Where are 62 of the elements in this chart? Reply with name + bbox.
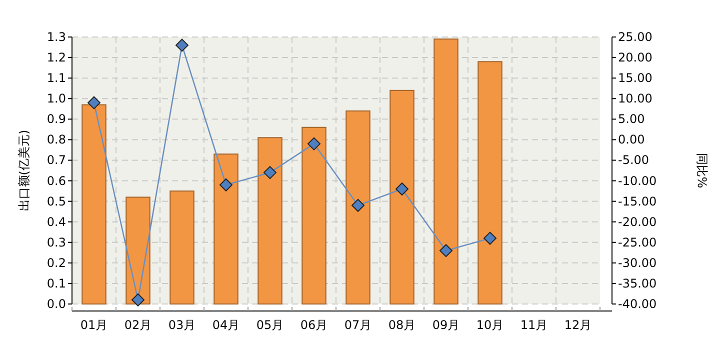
bar bbox=[346, 110, 370, 304]
point bbox=[396, 182, 408, 196]
y-tick-label: 0.0 bbox=[46, 297, 66, 311]
x-tick-label: 05月 bbox=[256, 318, 284, 332]
y2-tick-label: -15.00 bbox=[618, 194, 657, 208]
y-tick-label: 0.6 bbox=[46, 174, 66, 188]
y2-tick-label: -10.00 bbox=[618, 174, 657, 188]
y-tick-label: 1.1 bbox=[46, 71, 66, 86]
x-tick-label: 06月 bbox=[300, 318, 328, 332]
y-tick-label: 0.8 bbox=[46, 132, 66, 147]
bar bbox=[434, 38, 458, 304]
bar bbox=[126, 196, 150, 304]
x-tick-label: 12月 bbox=[564, 318, 592, 332]
point bbox=[308, 137, 320, 150]
y-tick-label: 1.0 bbox=[46, 92, 66, 106]
y-tick-label: 0.4 bbox=[46, 214, 66, 229]
bar bbox=[170, 190, 194, 304]
y2-tick-label: 5.00 bbox=[618, 112, 645, 126]
y2-tick-label: -20.00 bbox=[618, 214, 657, 229]
x-tick-label: 03月 bbox=[168, 318, 196, 332]
y2-tick-label: 10.00 bbox=[618, 92, 652, 106]
x-tick-label: 10月 bbox=[476, 318, 504, 332]
point bbox=[352, 198, 364, 212]
x-tick-label: 02月 bbox=[124, 318, 152, 332]
y-tick-label: 0.9 bbox=[46, 112, 66, 126]
bar bbox=[302, 126, 326, 304]
y2-tick-label: 25.00 bbox=[618, 30, 652, 44]
x-tick-label: 04月 bbox=[212, 318, 240, 332]
y2-axis-title: 同比% bbox=[695, 152, 709, 188]
y-tick-label: 1.3 bbox=[46, 30, 66, 44]
y-tick-label: 0.5 bbox=[46, 194, 66, 208]
bar bbox=[390, 90, 414, 304]
y-axis-title: 出口额(亿美元) bbox=[17, 130, 31, 212]
y2-tick-label: 15.00 bbox=[618, 71, 652, 86]
point bbox=[88, 96, 100, 110]
x-tick-label: 09月 bbox=[432, 318, 460, 332]
y2-tick-label: -30.00 bbox=[618, 256, 657, 270]
y2-tick-label: -5.00 bbox=[618, 153, 650, 168]
y2-tick-label: -35.00 bbox=[618, 276, 657, 290]
x-tick-label: 07月 bbox=[344, 318, 372, 332]
bar bbox=[214, 154, 238, 304]
bar bbox=[478, 61, 502, 304]
point bbox=[440, 244, 452, 258]
y2-tick-label: 0.00 bbox=[618, 132, 645, 147]
point bbox=[176, 38, 188, 52]
point bbox=[484, 232, 496, 245]
y2-tick-label: -40.00 bbox=[618, 297, 657, 311]
bar bbox=[258, 137, 282, 304]
point bbox=[264, 166, 276, 180]
y-tick-label: 0.3 bbox=[46, 235, 66, 250]
point bbox=[220, 178, 232, 192]
x-tick-label: 08月 bbox=[388, 318, 416, 332]
y-tick-label: 1.2 bbox=[46, 50, 66, 65]
y-tick-label: 0.7 bbox=[46, 153, 66, 168]
y-tick-label: 0.1 bbox=[46, 276, 66, 290]
point bbox=[132, 293, 144, 306]
x-tick-label: 11月 bbox=[520, 318, 548, 332]
bar bbox=[82, 104, 106, 304]
y-tick-label: 0.2 bbox=[46, 256, 66, 270]
y2-tick-label: -25.00 bbox=[618, 235, 657, 250]
y2-tick-label: 20.00 bbox=[618, 50, 652, 65]
x-tick-label: 01月 bbox=[80, 318, 108, 332]
